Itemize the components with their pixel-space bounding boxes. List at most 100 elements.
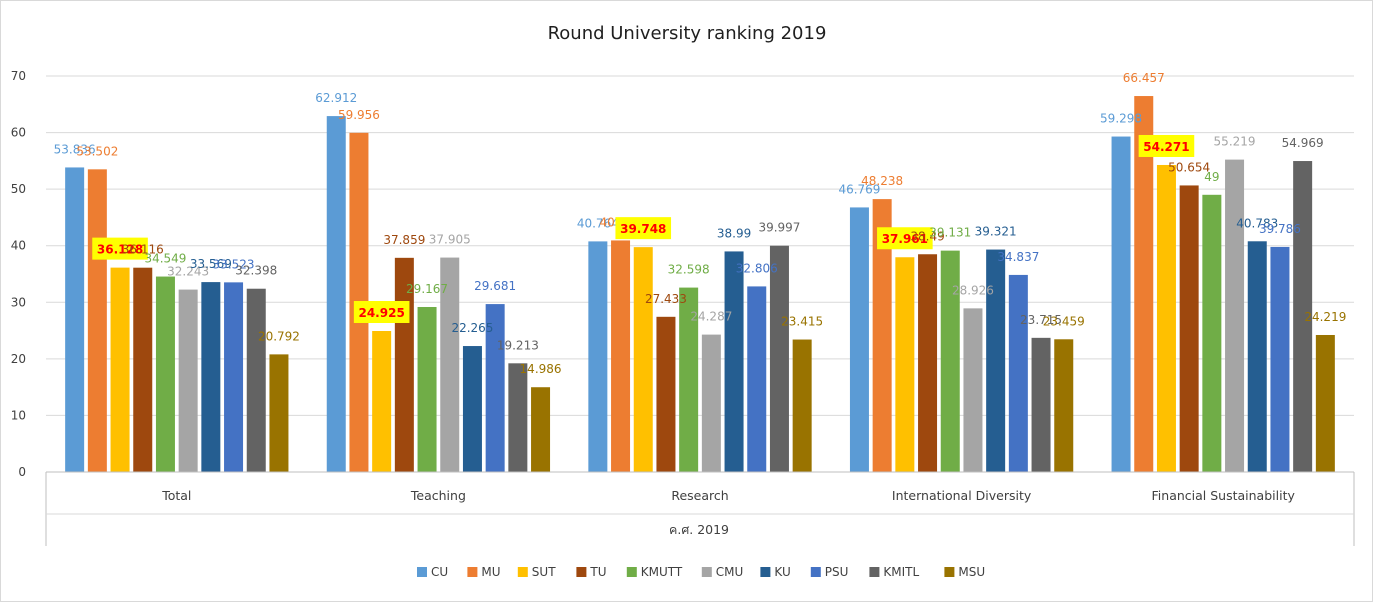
bar — [201, 282, 221, 472]
bar — [940, 250, 960, 472]
data-label: 36.128 — [97, 243, 143, 257]
bar — [326, 116, 346, 472]
data-label: 62.912 — [315, 91, 357, 105]
data-label: 14.986 — [520, 362, 562, 376]
data-label: 32.398 — [235, 264, 277, 278]
bar — [769, 245, 789, 472]
data-label: 37.905 — [429, 233, 471, 247]
x-tick-label: International Diversity — [892, 488, 1032, 503]
data-label: 29.167 — [406, 282, 448, 296]
bar — [986, 249, 1006, 472]
y-tick-label: 20 — [11, 352, 26, 366]
legend-label: KMITL — [883, 565, 919, 579]
data-label-highlight — [615, 217, 672, 240]
y-tick-label: 70 — [11, 69, 26, 83]
data-label: 28.926 — [952, 283, 994, 297]
bar — [531, 387, 551, 472]
legend-label: TU — [589, 565, 606, 579]
data-label: 22.265 — [451, 321, 493, 335]
x-tick-label: Teaching — [410, 488, 466, 503]
x-tick-label: Research — [671, 488, 728, 503]
bar — [1031, 337, 1051, 472]
bar — [872, 199, 892, 472]
bar — [588, 241, 608, 472]
bar — [849, 207, 869, 472]
data-label: 50.654 — [1168, 160, 1210, 174]
data-label: 24.925 — [358, 306, 404, 320]
legend-swatch — [417, 567, 427, 577]
data-label: 34.837 — [997, 250, 1039, 264]
y-tick-label: 60 — [11, 126, 26, 140]
data-label: 36.116 — [122, 243, 164, 257]
bar — [963, 308, 983, 472]
data-label: 32.598 — [668, 263, 710, 277]
data-label: 48.238 — [861, 174, 903, 188]
bar — [679, 287, 699, 472]
bar — [1247, 241, 1267, 472]
bar — [1293, 161, 1313, 472]
data-label: 39.786 — [1259, 222, 1301, 236]
bar — [1054, 339, 1074, 472]
data-label: 38.49 — [910, 229, 944, 243]
legend-swatch — [701, 567, 712, 577]
bar — [65, 167, 85, 472]
x-axis-title: ค.ศ. 2019 — [669, 522, 729, 537]
data-label: 39.321 — [975, 225, 1017, 239]
data-label: 59.298 — [1100, 112, 1142, 126]
legend-label: PSU — [825, 565, 849, 579]
bar — [440, 257, 460, 472]
data-label: 40.783 — [1236, 216, 1278, 230]
bar — [656, 316, 676, 472]
legend-swatch — [869, 567, 880, 577]
data-label: 24.287 — [690, 310, 732, 324]
data-label: 32.806 — [736, 261, 778, 275]
data-label: 49 — [1204, 170, 1219, 184]
bar — [1156, 164, 1176, 472]
data-label: 23.459 — [1043, 314, 1085, 328]
legend-swatch — [760, 567, 771, 577]
bar — [1225, 159, 1245, 472]
legend-swatch — [810, 567, 821, 577]
legend-label: MU — [481, 565, 500, 579]
data-label: 34.549 — [144, 252, 186, 266]
bar — [633, 247, 653, 472]
legend-swatch — [944, 567, 955, 577]
bar — [110, 267, 130, 472]
bar — [724, 251, 744, 472]
bar — [133, 267, 153, 472]
y-tick-label: 30 — [11, 295, 26, 309]
bar — [269, 354, 289, 472]
bar — [918, 254, 938, 472]
data-label: 32.243 — [167, 265, 209, 279]
y-axis: 0 10 20 30 40 50 60 70 — [11, 69, 26, 479]
bar — [1270, 246, 1290, 472]
bar — [1111, 136, 1131, 473]
data-label: 24.219 — [1304, 310, 1346, 324]
bar — [792, 339, 812, 472]
x-tick-label: Financial Sustainability — [1152, 488, 1296, 503]
data-label: 19.213 — [497, 338, 539, 352]
data-label-highlight — [1138, 134, 1195, 157]
legend-label: KMUTT — [641, 565, 683, 579]
x-axis: Total Teaching Research International Diver… — [45, 471, 1355, 546]
data-label: 27.433 — [645, 292, 687, 306]
data-label: 46.769 — [838, 182, 880, 196]
data-label: 29.681 — [474, 279, 516, 293]
data-labels: 53.836 62.912 40.764 46.769 59.298 53.502 59.9… — [54, 71, 1347, 376]
data-label: 53.502 — [76, 144, 118, 158]
bar — [1008, 274, 1028, 472]
bar — [895, 257, 915, 472]
x-tick-label: Total — [161, 488, 191, 503]
data-label: 20.792 — [258, 329, 300, 343]
bar — [417, 306, 437, 472]
bar — [155, 276, 175, 472]
legend-swatch — [467, 567, 478, 577]
bar — [246, 288, 266, 472]
data-label: 54.271 — [1143, 140, 1189, 154]
data-label-highlight — [877, 227, 933, 250]
data-label: 38.99 — [717, 226, 751, 240]
bar — [462, 346, 482, 472]
bar — [224, 282, 244, 472]
